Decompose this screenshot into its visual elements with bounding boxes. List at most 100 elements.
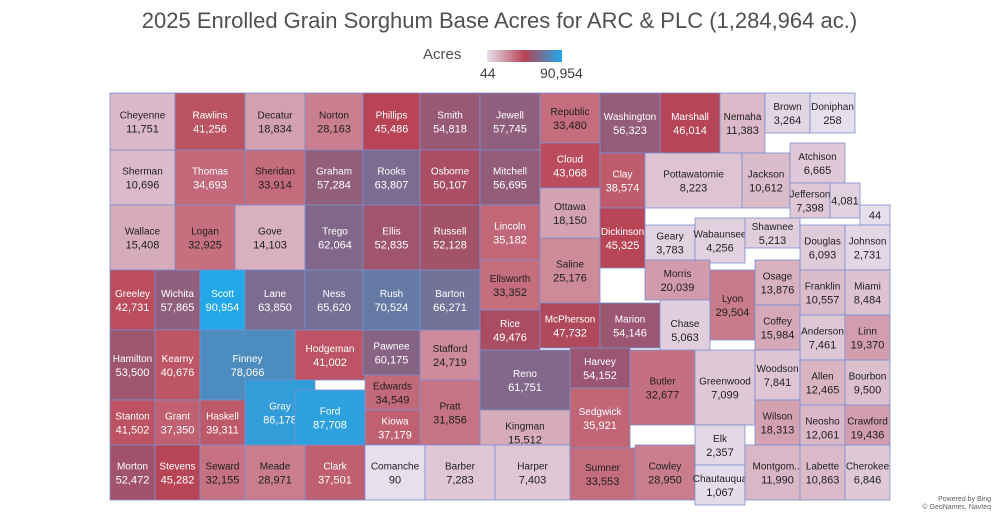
county-value-label: 33,553 [586,476,620,488]
county-osborne: Osborne 50,107 [419,149,481,206]
county-name-label: Logan [191,227,219,238]
county-value-label: 28,971 [258,475,292,487]
chart-title: 2025 Enrolled Grain Sorghum Base Acres f… [141,8,858,33]
county-value-label: 5,063 [671,332,699,344]
county-name-label: Washington [604,112,656,123]
county-shape [362,329,421,376]
county-value-label: 9,500 [854,385,882,397]
county-sedgwick: Sedgwick 35,921 [569,387,631,449]
county-value-label: 52,835 [375,240,409,252]
county-name-label: Finney [232,354,262,365]
county-neosho: Neosho 12,061 [799,404,846,451]
county-value-label: 41,256 [193,124,227,136]
county-shape [294,329,366,381]
county-comanche: Comanche 90 [364,444,426,501]
county-phillips: Phillips 45,486 [362,92,421,151]
county-name-label: Ford [320,407,341,418]
county-name-label: Douglas [804,237,841,248]
county-shape [599,92,661,154]
county-shape [109,269,156,331]
county-shape [844,444,891,501]
county-shape [744,217,801,249]
county-shape [694,424,746,466]
county-value-label: 33,480 [553,120,587,132]
county-graham: Graham 57,284 [304,149,364,206]
county-name-label: Grant [165,412,190,423]
county-name-label: Rice [500,319,520,330]
county-value-label: 41,502 [116,425,150,437]
county-name-label: Seward [206,462,240,473]
county-value-label: 39,311 [206,425,239,437]
county-shape [479,259,541,311]
legend-gradient [487,50,562,62]
county-value-label: 32,925 [188,240,222,252]
county-value-label: 7,283 [446,475,474,487]
county-rice: Rice 49,476 [479,309,541,351]
county-name-label: Morton [117,462,148,473]
county-value-label: 45,325 [606,240,640,252]
county-shape [362,92,421,151]
county-name-label: Gray [269,402,291,413]
county-value-label: 24,719 [433,357,467,369]
county-value-label: 62,064 [318,240,352,252]
county-shape [419,269,481,331]
county-value-label: 1,067 [706,487,734,499]
county-crawford: Crawford 19,436 [844,404,891,451]
county-marion: Marion 54,146 [599,302,661,349]
county-dickinson: Dickinson 45,325 [599,207,646,269]
county-value-label: 7,841 [764,377,792,389]
county-value-label: 52,128 [433,240,467,252]
credit-line-2: © GeoNames, Navteq [922,504,991,511]
county-value-label: 7,099 [711,390,739,402]
county-shape [569,447,636,501]
county-name-label: Allen [811,372,833,383]
county-kearny: Kearny 40,676 [154,329,201,401]
county-shape [844,269,891,316]
county-value-label: 33,352 [493,287,527,299]
county-name-label: Chautauqua [693,474,748,485]
county-republic: Republic 33,480 [539,92,601,144]
county-name-label: Saline [556,260,584,271]
county-shape [294,389,366,446]
county-value-label: 28,163 [317,124,351,136]
county-value-label: 6,093 [809,250,837,262]
county-value-label: 15,408 [126,240,160,252]
county-name-label: Sumner [585,463,621,474]
county-coffey: Coffey 15,984 [754,304,801,351]
county-name-label: Shawnee [752,222,794,233]
county-haskell: Haskell 39,311 [199,399,246,446]
county-name-label: Hodgeman [306,344,355,355]
county-shape [789,142,846,184]
county-value-label: 2,731 [854,250,882,262]
county-shape [789,182,831,219]
county-value-label: 2,357 [706,447,734,459]
county-name-label: Lane [264,289,287,300]
county-shape [599,302,661,349]
county-stafford: Stafford 24,719 [419,329,481,381]
county-sheridan: Sheridan 33,914 [244,149,306,206]
county-ottawa: Ottawa 18,150 [539,187,601,239]
county-value-label: 54,152 [583,370,617,382]
county-shape [694,217,746,264]
county-name-label: Rawlins [192,111,227,122]
county-shape [364,444,426,501]
county-shape [479,149,541,206]
county-elk: Elk 2,357 [694,424,746,466]
county-rooks: Rooks 63,807 [362,149,421,206]
county-name-label: Stafford [433,344,468,355]
county-name-label: Kingman [505,422,544,433]
county-woodson: Woodson 7,841 [754,349,801,401]
county-name-label: Woodson [756,364,798,375]
county-stanton: Stanton 41,502 [109,399,156,446]
county-barber: Barber 7,283 [424,444,496,501]
county-name-label: Atchison [798,152,836,163]
county-value-label: 53,500 [116,367,150,379]
county-sumner: Sumner 33,553 [569,447,636,501]
county-shape [494,444,571,501]
county-shape [419,379,481,446]
county-name-label: Edwards [373,382,412,393]
credit-line-1: Powered by Bing [938,496,991,503]
county-value-label: 34,549 [376,395,410,407]
county-shape [539,142,601,189]
county-value-label: 45,282 [161,475,195,487]
